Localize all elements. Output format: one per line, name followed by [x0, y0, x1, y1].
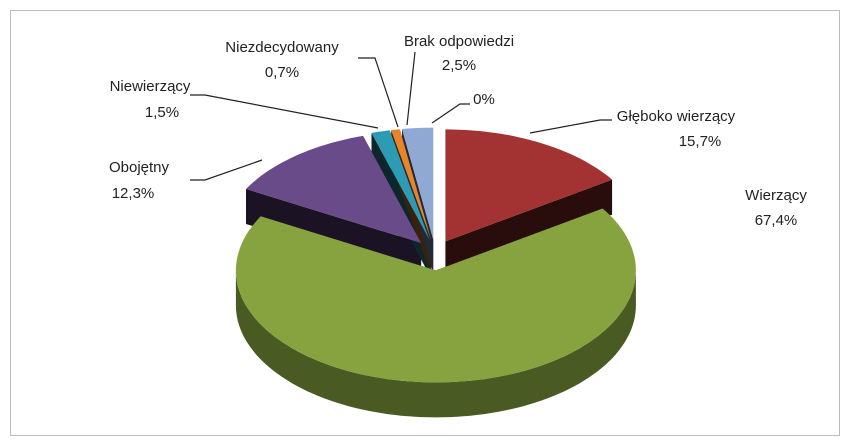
leader-line — [431, 103, 470, 124]
leader-line — [529, 119, 612, 134]
pie-slice — [402, 127, 434, 240]
slice-label: Niewierzący — [110, 78, 191, 95]
labels: Głęboko wierzący 15,7% Wierzący 67,4% Obojęt… — [109, 33, 807, 229]
value-label: 15,7% — [679, 133, 722, 150]
slice-label: Niezdecydowany — [225, 39, 339, 56]
leader-line — [406, 51, 416, 126]
pie-slice — [371, 130, 430, 241]
slice-label: Głęboko wierzący — [617, 108, 736, 125]
slice-label: Wierzący — [745, 187, 807, 204]
pie-slice — [246, 135, 422, 243]
slice-outer-wall — [235, 270, 636, 418]
leader-lines — [190, 51, 612, 181]
value-label: 0% — [473, 91, 495, 108]
leader-line — [190, 159, 263, 181]
slice-label: Brak odpowiedzi — [404, 33, 514, 50]
value-label: 2,5% — [442, 57, 476, 74]
value-label: 0,7% — [265, 64, 299, 81]
value-label: 67,4% — [755, 212, 798, 229]
pie-slice — [235, 208, 636, 383]
value-label: 1,5% — [145, 104, 179, 121]
pie-slice — [445, 129, 613, 242]
pie-slice — [391, 129, 432, 240]
leader-line — [190, 94, 379, 129]
value-label: 12,3% — [112, 185, 155, 202]
leader-line — [358, 57, 399, 128]
slice-label: Obojętny — [109, 159, 170, 176]
pie-tops — [235, 127, 636, 383]
